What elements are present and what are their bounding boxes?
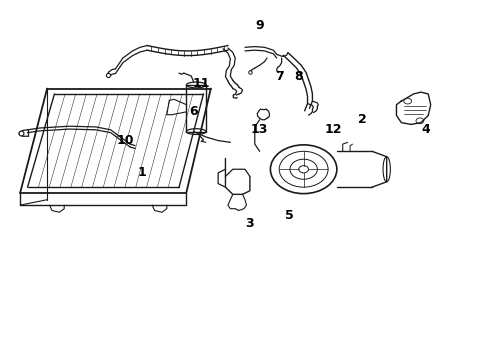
Text: 3: 3	[245, 216, 254, 230]
Text: 2: 2	[358, 113, 367, 126]
Text: 8: 8	[294, 69, 303, 82]
Text: 11: 11	[192, 77, 210, 90]
Text: 4: 4	[421, 123, 430, 136]
Text: 5: 5	[285, 210, 294, 222]
Text: 12: 12	[324, 123, 342, 136]
Text: 7: 7	[275, 69, 284, 82]
Text: 10: 10	[117, 134, 134, 147]
Text: 6: 6	[189, 105, 198, 118]
Text: 13: 13	[251, 123, 269, 136]
Bar	[186, 85, 206, 132]
Text: 1: 1	[138, 166, 147, 179]
Text: 9: 9	[255, 19, 264, 32]
